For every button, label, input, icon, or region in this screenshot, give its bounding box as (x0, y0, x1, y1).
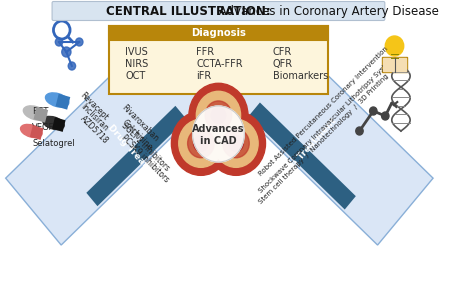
Circle shape (356, 127, 363, 135)
Circle shape (385, 36, 404, 56)
FancyBboxPatch shape (109, 26, 328, 94)
Polygon shape (30, 125, 44, 140)
Text: Diagnosis: Diagnosis (191, 28, 246, 38)
Text: OCT: OCT (125, 71, 146, 81)
Text: AZD5718: AZD5718 (78, 114, 110, 146)
Text: CENTRAL ILLUSTRATION:: CENTRAL ILLUSTRATION: (106, 5, 271, 17)
Circle shape (75, 38, 83, 46)
Circle shape (205, 101, 232, 130)
Circle shape (370, 107, 377, 115)
Text: IVUS: IVUS (125, 47, 148, 57)
Text: PCSK9 inhibitors: PCSK9 inhibitors (120, 133, 171, 185)
Ellipse shape (20, 125, 42, 138)
Polygon shape (86, 106, 186, 206)
Ellipse shape (43, 116, 64, 129)
Text: Revacept: Revacept (78, 90, 110, 122)
Circle shape (179, 119, 223, 167)
Text: QFR: QFR (273, 59, 293, 69)
Circle shape (189, 83, 248, 147)
Text: Colchicine: Colchicine (120, 118, 154, 152)
Text: Robot Assisted Percutaneous Coronary Intervention: Robot Assisted Percutaneous Coronary Int… (258, 45, 390, 177)
Text: Advances: Advances (192, 124, 245, 134)
Circle shape (55, 38, 63, 46)
FancyBboxPatch shape (52, 2, 385, 21)
Circle shape (211, 107, 226, 123)
Text: Invasive Treatment: Invasive Treatment (266, 117, 338, 196)
Bar (395, 58, 407, 71)
Text: Inclisiran: Inclisiran (78, 103, 109, 133)
Polygon shape (55, 94, 70, 110)
Text: Shockwave Coronary Intravascular Lithotripsy System: Shockwave Coronary Intravascular Lithotr… (258, 56, 396, 194)
Text: Rivaroxaban: Rivaroxaban (120, 103, 160, 143)
Text: Stem cell therapy  /  Nanotechnology  /  3D Printing: Stem cell therapy / Nanotechnology / 3D … (258, 73, 390, 205)
Polygon shape (52, 117, 65, 132)
Circle shape (192, 106, 244, 162)
Text: Biomarkers: Biomarkers (273, 71, 328, 81)
Circle shape (223, 129, 249, 158)
Text: SGLT-2 inhibitors: SGLT-2 inhibitors (120, 121, 172, 173)
Text: VEGF: VEGF (32, 122, 55, 132)
Circle shape (68, 62, 75, 70)
Text: Advances in Coronary Artery Disease: Advances in Coronary Artery Disease (215, 5, 438, 17)
Polygon shape (227, 31, 433, 245)
Bar (382, 57, 408, 72)
Text: NIRS: NIRS (125, 59, 149, 69)
Text: Drug Treatment: Drug Treatment (106, 123, 167, 189)
Ellipse shape (23, 106, 47, 120)
Polygon shape (6, 31, 212, 245)
FancyBboxPatch shape (109, 26, 328, 40)
Circle shape (228, 135, 243, 151)
Circle shape (188, 129, 214, 158)
Text: Selatogrel: Selatogrel (32, 139, 75, 147)
Text: CFR: CFR (273, 47, 292, 57)
Polygon shape (249, 103, 356, 210)
Text: CCTA-FFR: CCTA-FFR (196, 59, 243, 69)
Circle shape (382, 112, 389, 120)
Text: iFR: iFR (196, 71, 211, 81)
Bar (383, 58, 393, 71)
Circle shape (62, 47, 71, 57)
Text: RCT: RCT (32, 106, 49, 115)
Ellipse shape (46, 93, 69, 107)
Circle shape (207, 111, 265, 175)
Circle shape (172, 111, 230, 175)
Circle shape (196, 91, 241, 139)
Text: in CAD: in CAD (200, 136, 237, 146)
Polygon shape (34, 107, 48, 123)
Text: FFR: FFR (196, 47, 214, 57)
Circle shape (193, 135, 208, 151)
Circle shape (214, 119, 258, 167)
